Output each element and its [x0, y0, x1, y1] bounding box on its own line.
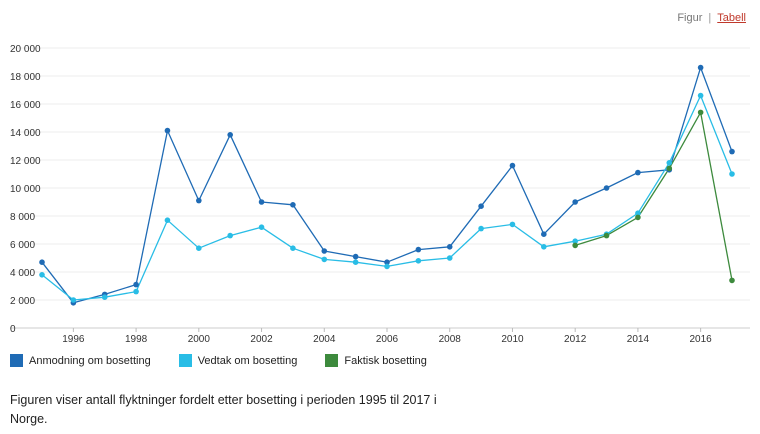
data-point-series-0 — [352, 253, 359, 260]
data-point-series-1 — [384, 263, 390, 270]
data-point-series-0 — [133, 281, 139, 288]
y-tick-label: 18 000 — [10, 72, 41, 83]
data-point-series-1 — [478, 225, 484, 232]
data-point-series-1 — [196, 245, 202, 251]
data-point-series-0 — [572, 199, 578, 205]
x-tick-label: 2016 — [690, 334, 713, 345]
y-tick-label: 0 — [10, 324, 16, 335]
x-tick-label: 2012 — [564, 334, 587, 345]
x-tick-label: 2002 — [250, 334, 273, 345]
x-tick-label: 2010 — [501, 334, 524, 345]
data-point-series-1 — [133, 288, 139, 295]
data-point-series-0 — [384, 259, 390, 265]
figure-caption: Figuren viser antall flyktninger fordelt… — [10, 393, 437, 426]
y-tick-label: 20 000 — [10, 44, 41, 55]
table-view-link[interactable]: Tabell — [717, 12, 746, 24]
data-point-series-0 — [603, 185, 610, 191]
data-point-series-1 — [635, 210, 641, 216]
data-point-series-2 — [635, 214, 641, 221]
y-tick-label: 16 000 — [10, 100, 41, 111]
data-point-series-0 — [729, 148, 735, 155]
data-point-series-0 — [258, 199, 265, 205]
x-axis: 1996 1998 2000 2002 2004 2006 2008 2010 2012 2014… — [62, 328, 712, 345]
view-toggle: Figur | Tabell — [677, 12, 746, 24]
data-point-series-0 — [39, 259, 45, 265]
data-point-series-2 — [666, 165, 673, 172]
data-point-series-1 — [446, 255, 453, 261]
data-point-series-1 — [572, 238, 578, 244]
data-point-series-2 — [697, 109, 704, 116]
view-toggle-separator: | — [708, 12, 712, 24]
data-point-series-0 — [446, 244, 453, 250]
legend-swatch-anmodning — [10, 354, 23, 367]
y-tick-label: 12 000 — [10, 156, 41, 167]
data-point-series-1 — [509, 221, 516, 228]
series-line-1 — [41, 94, 733, 301]
figure-view-link[interactable]: Figur — [677, 12, 703, 24]
x-tick-label: 2004 — [313, 334, 336, 345]
legend-swatch-faktisk — [325, 354, 339, 367]
series-points — [39, 64, 735, 306]
data-point-series-1 — [227, 232, 233, 239]
data-point-series-2 — [572, 242, 578, 249]
legend-item-vedtak[interactable]: Vedtak om bosetting — [178, 354, 298, 367]
data-point-series-0 — [635, 169, 641, 176]
data-point-series-1 — [352, 259, 359, 265]
y-tick-label: 14 000 — [10, 128, 41, 139]
x-tick-label: 2008 — [439, 334, 462, 345]
data-point-series-1 — [697, 92, 704, 99]
legend-item-anmodning[interactable]: Anmodning om bosetting — [10, 354, 151, 367]
x-tick-label: 2014 — [627, 334, 650, 345]
data-point-series-2 — [729, 277, 735, 284]
data-point-series-2 — [603, 232, 610, 239]
y-tick-label: 10 000 — [10, 184, 41, 195]
data-point-series-1 — [39, 272, 45, 278]
data-point-series-0 — [321, 248, 328, 254]
y-tick-label: 2 000 — [10, 296, 35, 307]
y-tick-label: 8 000 — [10, 212, 35, 223]
data-point-series-0 — [509, 162, 516, 169]
data-point-series-1 — [729, 171, 735, 177]
grid-lines — [10, 47, 750, 329]
data-point-series-0 — [196, 197, 202, 204]
x-tick-label: 1996 — [62, 334, 85, 345]
x-tick-label: 2006 — [376, 334, 399, 345]
data-point-series-1 — [101, 294, 108, 301]
data-point-series-1 — [70, 297, 77, 303]
legend: Anmodning om bosetting Vedtak om bosetti… — [10, 354, 427, 367]
data-point-series-0 — [164, 127, 171, 134]
data-point-series-0 — [415, 246, 422, 253]
data-point-series-1 — [321, 256, 328, 263]
data-point-series-1 — [666, 160, 673, 166]
data-point-series-0 — [227, 132, 233, 138]
y-tick-label: 4 000 — [10, 268, 35, 279]
x-tick-label: 2000 — [188, 334, 211, 345]
data-point-series-1 — [541, 244, 547, 250]
series-line-2 — [575, 111, 733, 281]
data-point-series-0 — [541, 231, 547, 237]
legend-swatch-vedtak — [178, 354, 192, 367]
data-point-series-1 — [415, 258, 422, 264]
data-point-series-0 — [478, 203, 484, 209]
legend-item-faktisk[interactable]: Faktisk bosetting — [325, 354, 427, 367]
legend-label-vedtak: Vedtak om bosetting — [197, 354, 298, 367]
y-axis: 0 2 000 4 000 6 000 8 000 10 000 12 000 14 000 1… — [10, 44, 41, 335]
line-chart: 0 2 000 4 000 6 000 8 000 10 000 12 000 14 000 1… — [10, 44, 750, 345]
legend-label-anmodning: Anmodning om bosetting — [29, 354, 151, 367]
data-point-series-1 — [258, 224, 265, 230]
y-tick-label: 6 000 — [10, 240, 35, 251]
legend-label-faktisk: Faktisk bosetting — [344, 354, 427, 367]
data-point-series-0 — [290, 202, 296, 208]
data-point-series-0 — [697, 64, 704, 71]
x-tick-label: 1998 — [125, 334, 148, 345]
data-point-series-1 — [290, 245, 296, 251]
data-point-series-1 — [164, 217, 171, 223]
